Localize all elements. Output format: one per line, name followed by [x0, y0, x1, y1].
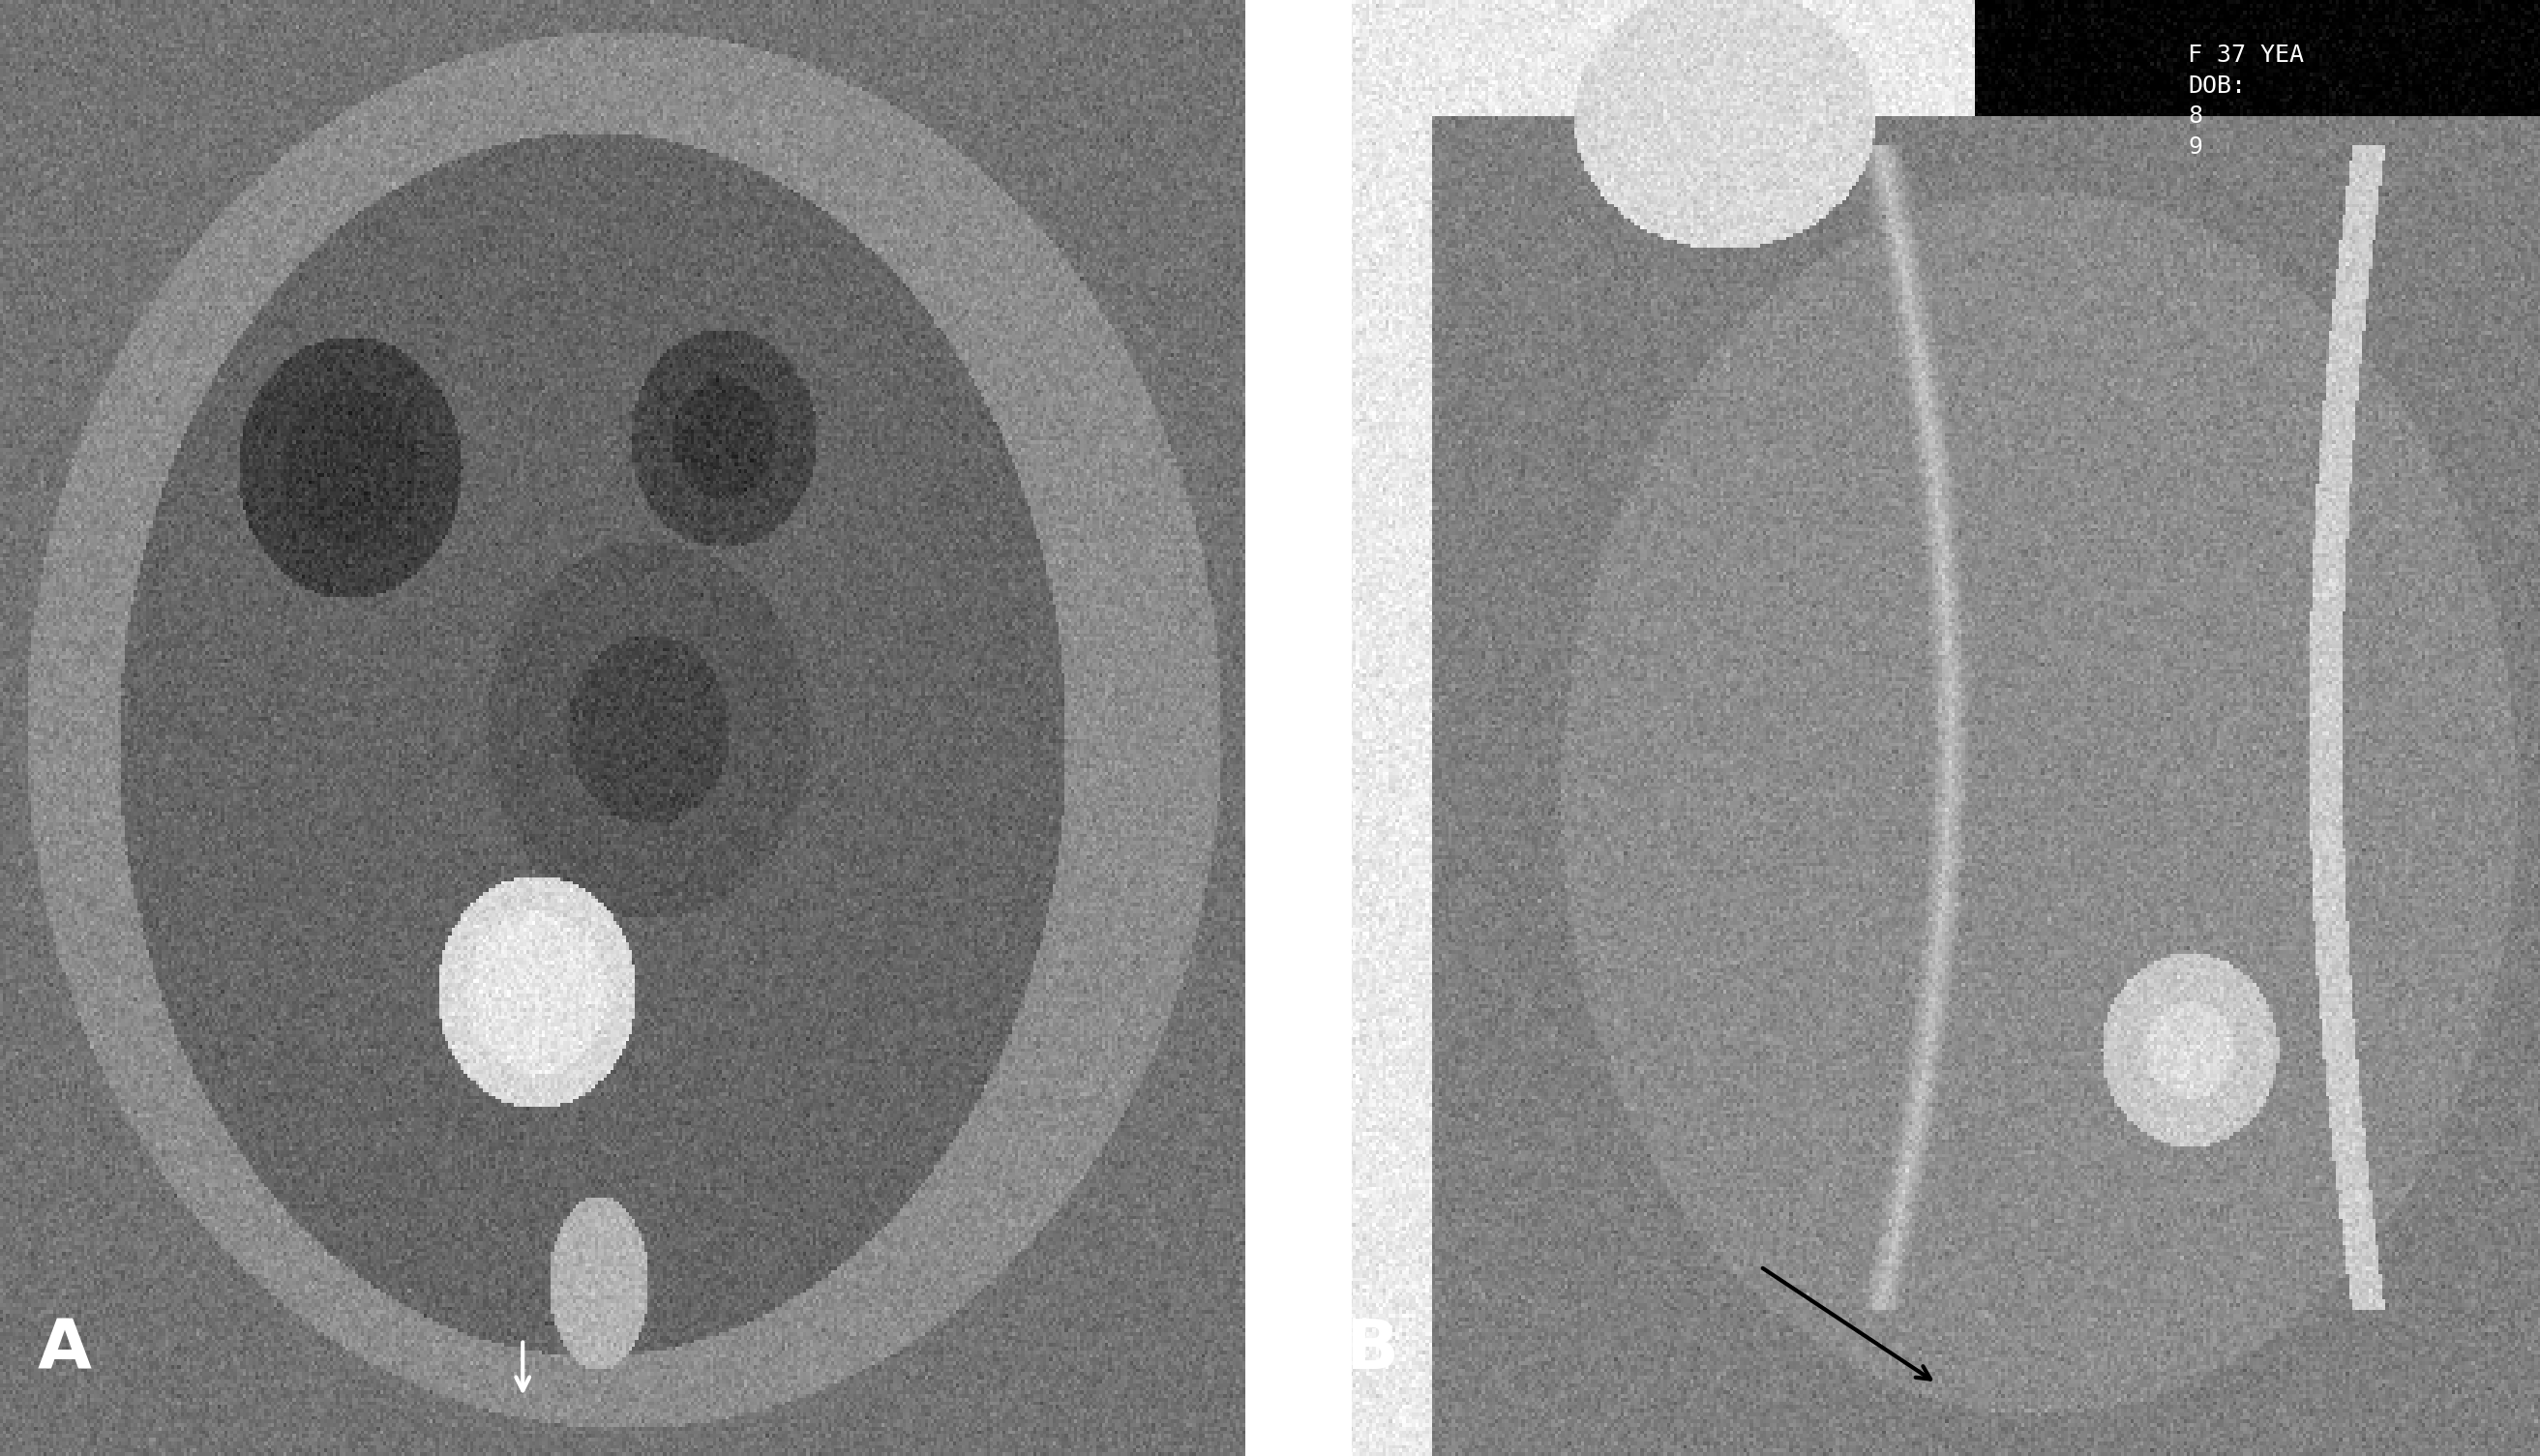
Text: A: A	[38, 1316, 91, 1383]
Text: B: B	[1346, 1316, 1400, 1383]
Text: F 37 YEA
DOB:
8
9: F 37 YEA DOB: 8 9	[2187, 44, 2304, 159]
